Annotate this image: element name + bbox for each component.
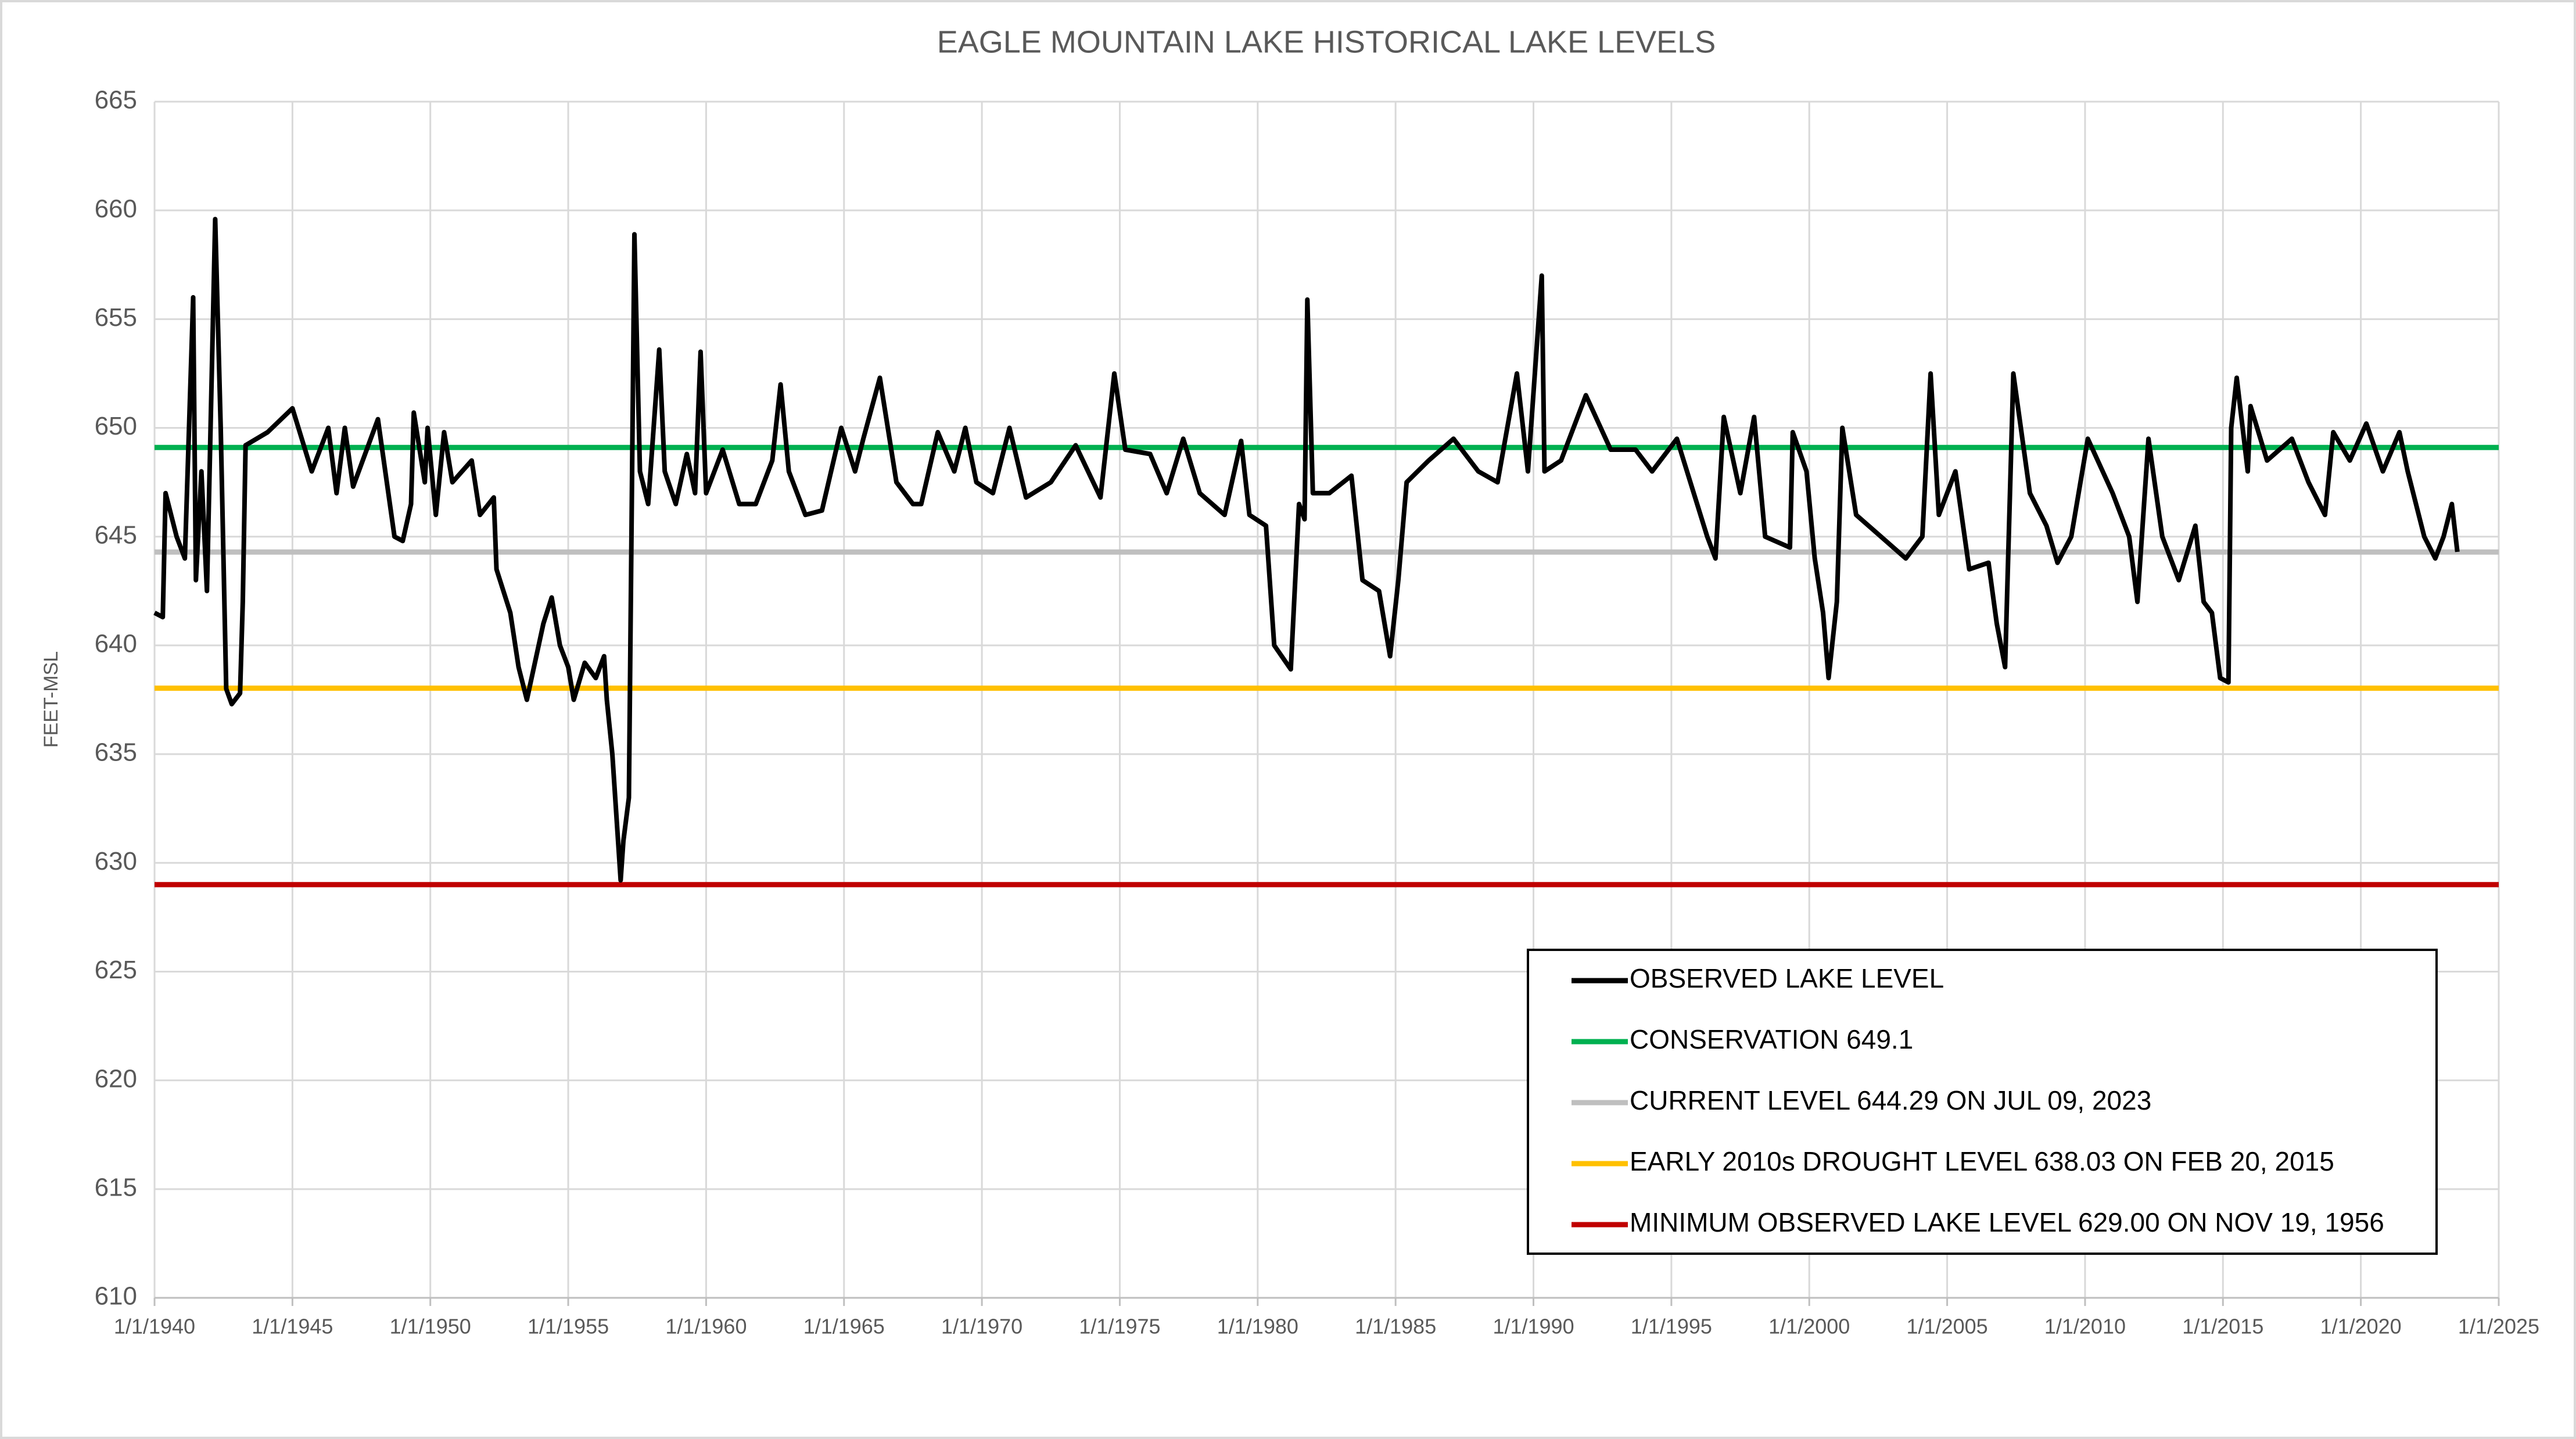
y-axis-label: FEET-MSL (40, 651, 62, 748)
y-tick-label: 615 (95, 1173, 137, 1201)
y-tick-label: 635 (95, 738, 137, 767)
x-tick-label: 1/1/2025 (2458, 1315, 2539, 1338)
legend-label: CONSERVATION 649.1 (1630, 1024, 1913, 1054)
x-tick-label: 1/1/1975 (1079, 1315, 1160, 1338)
x-tick-label: 1/1/1965 (803, 1315, 885, 1338)
x-tick-label: 1/1/2015 (2182, 1315, 2263, 1338)
x-tick-label: 1/1/1950 (390, 1315, 471, 1338)
y-tick-label: 630 (95, 847, 137, 875)
y-tick-label: 645 (95, 521, 137, 549)
y-tick-label: 625 (95, 956, 137, 984)
x-tick-label: 1/1/1940 (114, 1315, 195, 1338)
legend-label: OBSERVED LAKE LEVEL (1630, 963, 1944, 993)
x-tick-label: 1/1/1995 (1631, 1315, 1712, 1338)
y-tick-label: 665 (95, 86, 137, 114)
data-line (153, 217, 2460, 883)
x-tick-label: 1/1/1990 (1492, 1315, 1574, 1338)
legend-label: MINIMUM OBSERVED LAKE LEVEL 629.00 ON NO… (1630, 1207, 2384, 1237)
y-tick-label: 620 (95, 1064, 137, 1093)
chart-title: EAGLE MOUNTAIN LAKE HISTORICAL LAKE LEVE… (937, 24, 1716, 59)
y-tick-label: 640 (95, 630, 137, 658)
y-tick-label: 660 (95, 195, 137, 223)
y-tick-label: 655 (95, 303, 137, 332)
x-tick-label: 1/1/1955 (528, 1315, 609, 1338)
x-tick-label: 1/1/2020 (2320, 1315, 2402, 1338)
x-tick-label: 1/1/2010 (2044, 1315, 2126, 1338)
legend-box (1527, 949, 2438, 1255)
x-tick-label: 1/1/2000 (1768, 1315, 1850, 1338)
x-tick-label: 1/1/1945 (252, 1315, 333, 1338)
x-tick-label: 1/1/2005 (1907, 1315, 1988, 1338)
x-tick-label: 1/1/1960 (665, 1315, 747, 1338)
x-tick-label: 1/1/1970 (941, 1315, 1022, 1338)
y-tick-label: 610 (95, 1282, 137, 1311)
legend-label: CURRENT LEVEL 644.29 ON JUL 09, 2023 (1630, 1085, 2151, 1115)
legend-label: EARLY 2010s DROUGHT LEVEL 638.03 ON FEB … (1630, 1146, 2334, 1176)
x-tick-label: 1/1/1985 (1355, 1315, 1436, 1338)
y-tick-label: 650 (95, 412, 137, 440)
x-tick-label: 1/1/1980 (1217, 1315, 1298, 1338)
